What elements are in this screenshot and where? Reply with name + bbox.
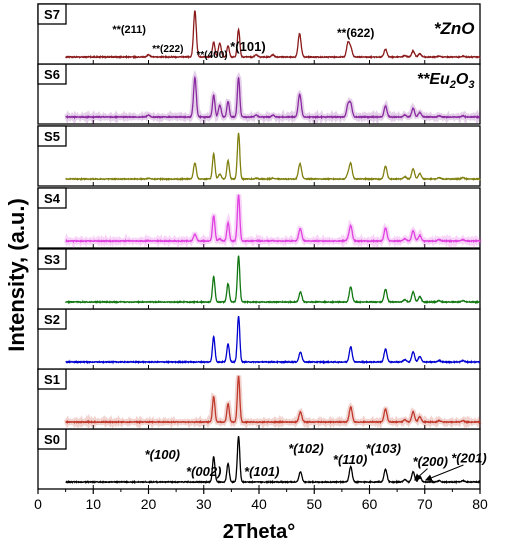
legend-eu2o3: **Eu2O3 (417, 71, 475, 91)
x-axis: 0 10 20 30 40 50 60 70 80 (34, 489, 488, 512)
panel-frame (37, 308, 481, 370)
peak-annotation: *(102) (288, 441, 323, 456)
svg-text:S4: S4 (44, 191, 61, 206)
x-tick-label: 0 (34, 496, 42, 512)
peak-annotation: *(101) (244, 464, 279, 479)
sample-label-s7: S7 (37, 3, 67, 25)
panel-s5: S5 (37, 125, 481, 187)
series-line-s1 (65, 375, 481, 425)
y-axis-label: Intensity, (a.u.) (4, 198, 29, 352)
panel-frame (37, 63, 481, 125)
sample-label-s1: S1 (37, 368, 67, 390)
peak-annotation: *(002) (186, 464, 221, 479)
panel-s6: S6 **Eu2O3 (37, 63, 481, 126)
svg-text:S0: S0 (44, 432, 60, 447)
panel-frame (37, 3, 481, 65)
peak-annotation: **(211) (112, 24, 146, 36)
x-tick-label: 50 (306, 496, 322, 512)
svg-text:S7: S7 (44, 7, 60, 22)
panel-frame (37, 125, 481, 187)
panel-s2: S2 (37, 308, 481, 370)
svg-text:S1: S1 (44, 372, 60, 387)
x-tick-label: 20 (141, 496, 157, 512)
x-tick-label: 80 (472, 496, 488, 512)
sample-label-s3: S3 (37, 248, 67, 270)
peak-annotation: **(222) (152, 44, 183, 55)
peak-annotation: *(110) (333, 452, 367, 467)
peak-annotation: *(101) (230, 39, 265, 54)
panel-s1: S1 (37, 368, 482, 430)
arrow-200 (414, 468, 428, 481)
panel-frame (37, 187, 481, 249)
series-line-s7 (65, 9, 481, 60)
svg-text:S5: S5 (44, 129, 60, 144)
arrow-201 (424, 464, 464, 482)
series-line-s5 (65, 132, 481, 182)
panel-frame (37, 428, 481, 490)
peak-annotation: **(622) (337, 26, 374, 40)
series-line-s4 (65, 194, 481, 244)
panel-s3: S3 (37, 248, 481, 310)
series-line-s6 (65, 75, 481, 120)
series-line-s2 (65, 316, 481, 365)
sample-label-s5: S5 (37, 125, 67, 147)
sample-label-s6: S6 (37, 63, 67, 85)
panel-frame (37, 248, 481, 310)
sample-label-s4: S4 (37, 187, 67, 209)
x-axis-label: 2Theta° (223, 521, 295, 543)
series-line-s0 (65, 436, 481, 485)
legend-zno: *ZnO (434, 19, 475, 38)
svg-text:S2: S2 (44, 312, 60, 327)
peak-annotation: *(200) (413, 454, 448, 469)
sample-label-s0: S0 (37, 428, 67, 450)
stacked-panels: S0 *(100) *(002) *(101) *(102) *(110)*(103) *(… (37, 3, 487, 490)
series-line-s3 (65, 255, 481, 305)
annotation-arrows (414, 464, 464, 482)
x-tick-label: 30 (196, 496, 212, 512)
peak-annotation: *(103) (366, 441, 401, 456)
svg-text:S3: S3 (44, 252, 60, 267)
peak-annotation: **(400) (196, 50, 227, 61)
panel-s0: S0 *(100) *(002) *(101) *(102) *(110)*(103) *(… (37, 428, 487, 490)
x-tick-label: 70 (417, 496, 433, 512)
panel-s7: S7 **(211) **(222) **(400)*(101) **(622) *ZnO (37, 3, 481, 65)
panel-s4: S4 (37, 187, 483, 250)
panel-frame (37, 368, 481, 430)
x-tick-label: 60 (362, 496, 378, 512)
svg-text:S6: S6 (44, 67, 60, 82)
x-tick-label: 10 (85, 496, 101, 512)
x-tick-label: 40 (251, 496, 267, 512)
sample-label-s2: S2 (37, 308, 67, 330)
peak-annotation: *(201) (451, 451, 486, 466)
peak-annotation: *(100) (145, 447, 180, 462)
